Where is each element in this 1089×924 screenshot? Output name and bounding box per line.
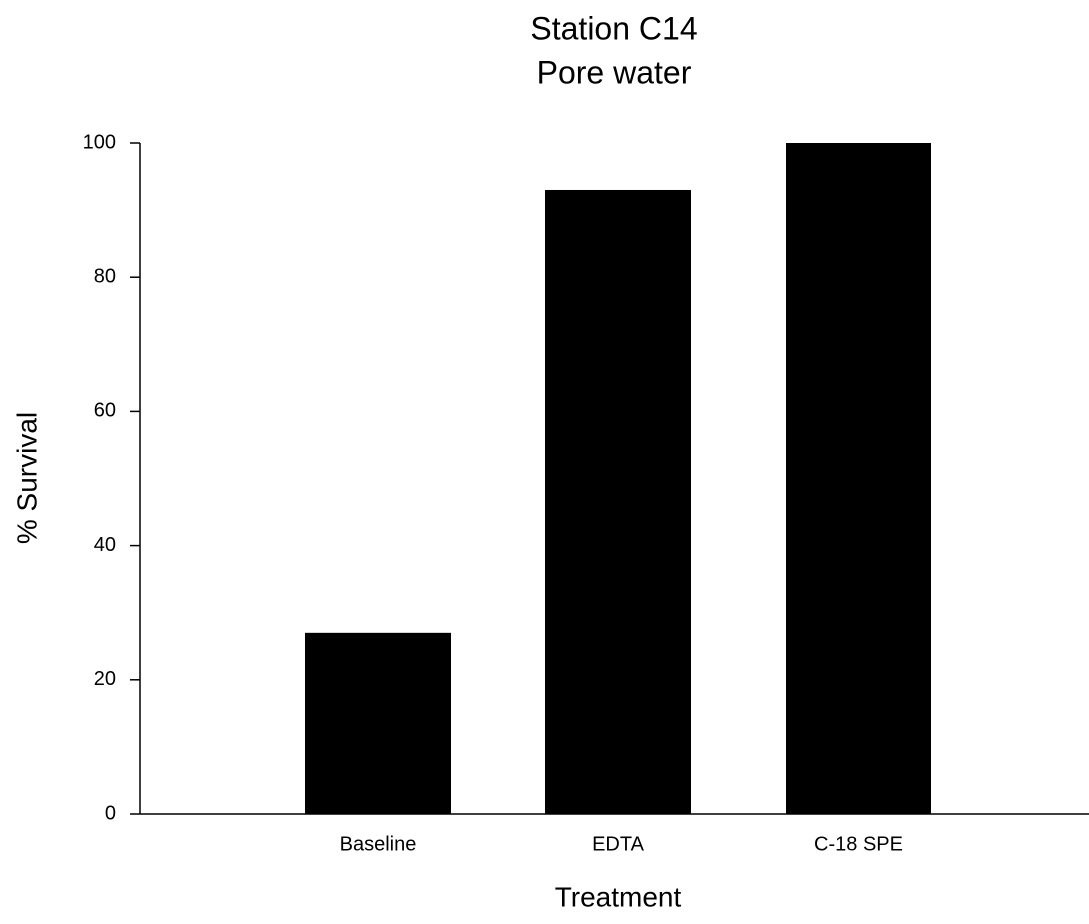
chart-title-line-2: Pore water: [537, 54, 692, 90]
y-axis-label: % Survival: [11, 412, 42, 544]
x-tick-label: Baseline: [340, 833, 417, 855]
bar-edta: [545, 189, 691, 815]
axes-group: 0 20 40 60 80 100: [83, 131, 1089, 824]
y-tick-label: 100: [83, 131, 116, 153]
chart-title-line-1: Station C14: [530, 10, 697, 46]
y-tick-label: 80: [94, 265, 116, 287]
x-axis-label: Treatment: [555, 881, 682, 912]
bar-c-18-spe: [786, 143, 931, 814]
bar-baseline: [305, 632, 451, 814]
bars-group: [305, 143, 931, 815]
y-tick-label: 60: [94, 400, 116, 422]
x-tick-label: EDTA: [592, 833, 645, 855]
labels-group: Baseline EDTA C-18 SPE Treatment % Survival: [11, 412, 903, 913]
y-tick-label: 20: [94, 668, 116, 690]
x-tick-label: C-18 SPE: [814, 833, 903, 855]
y-tick-label: 0: [105, 802, 116, 824]
y-tick-label: 40: [94, 534, 116, 556]
chart-title-group: Station C14 Pore water: [530, 10, 697, 90]
